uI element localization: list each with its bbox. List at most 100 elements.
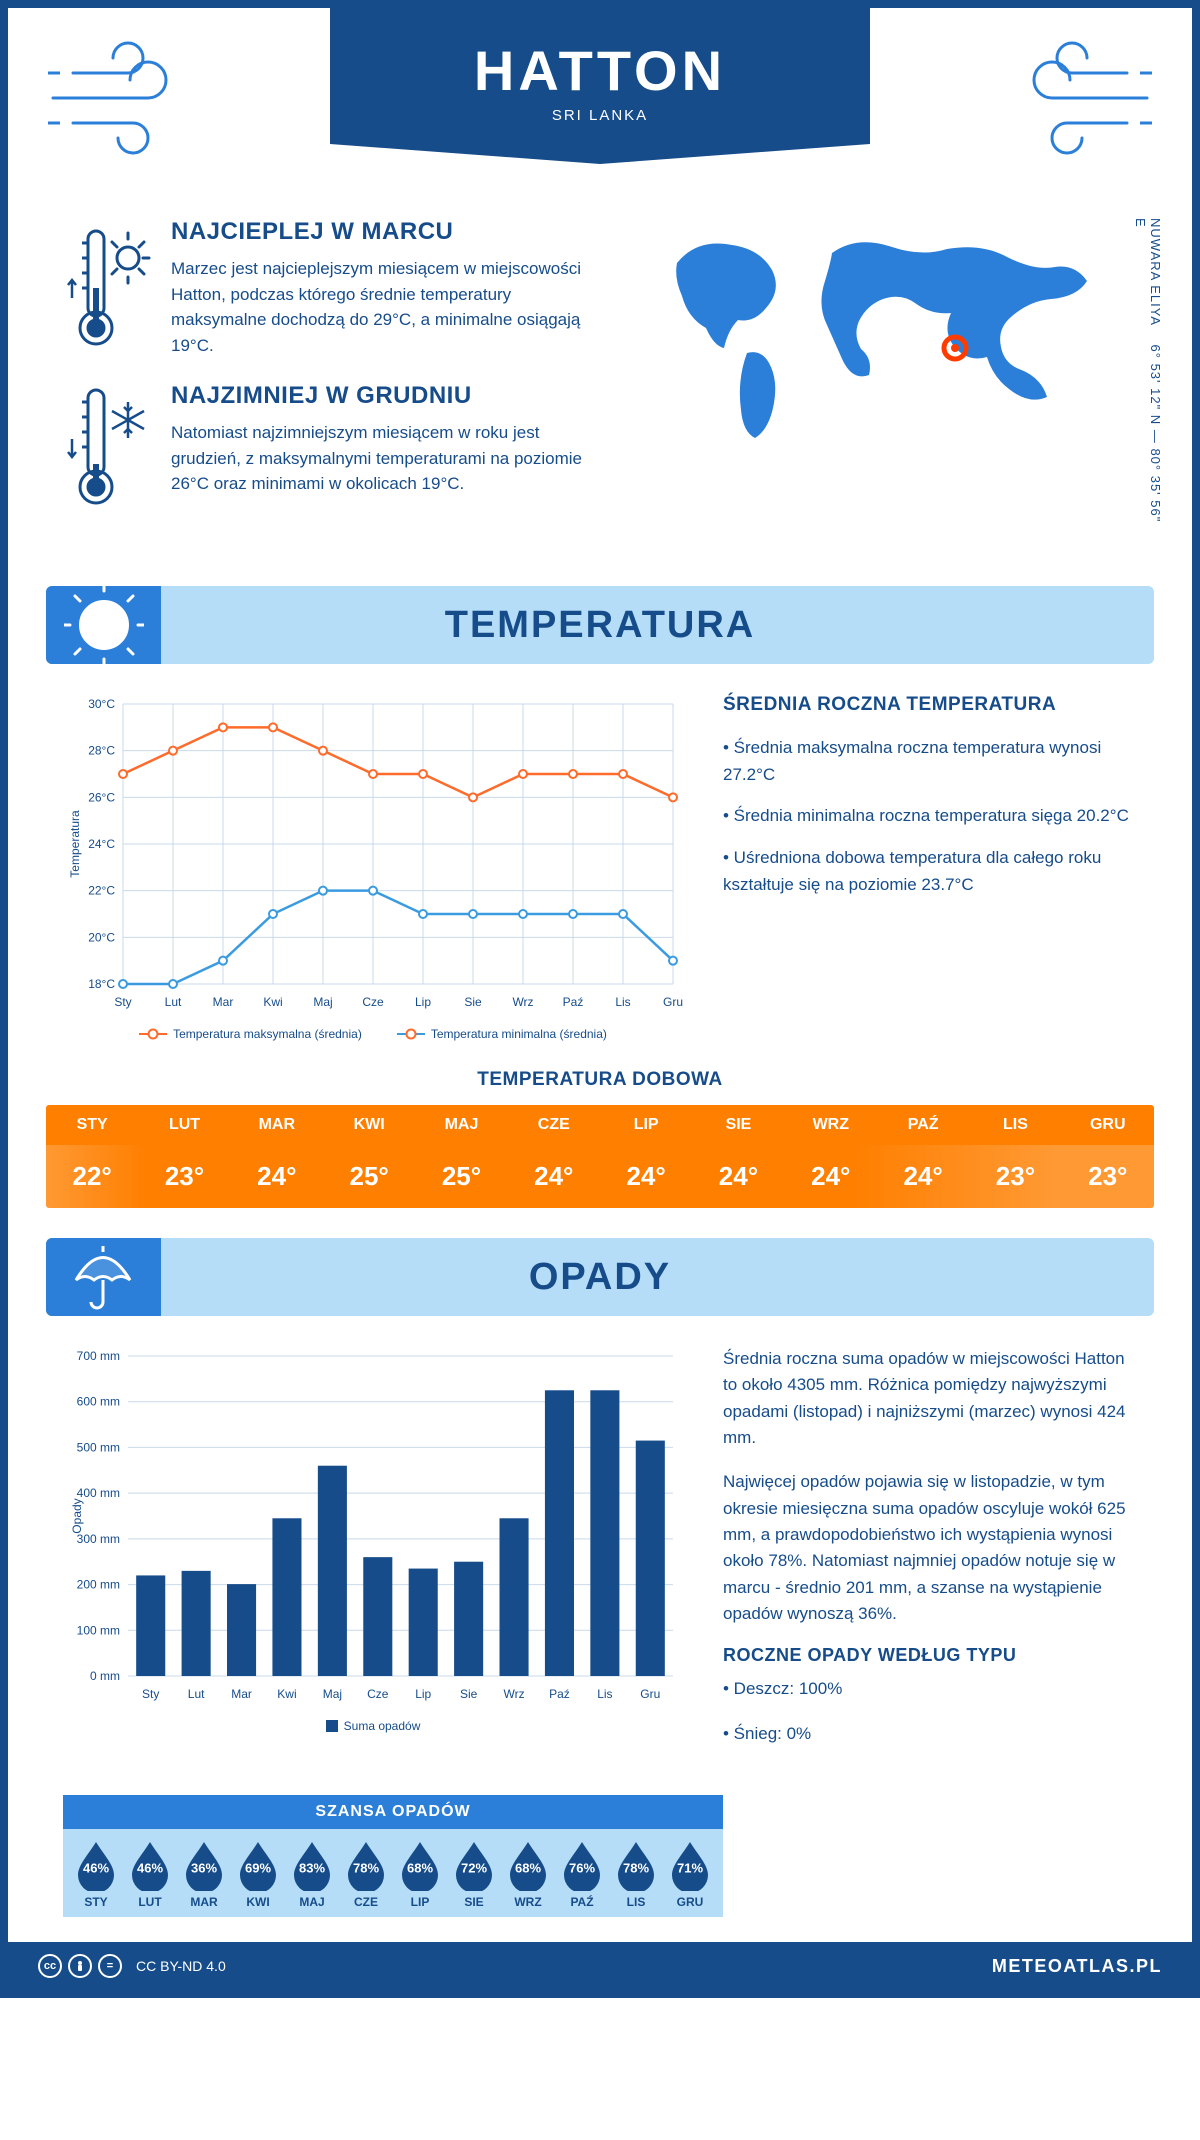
svg-text:Sty: Sty — [142, 1687, 159, 1701]
temperature-row: 18°C20°C22°C24°C26°C28°C30°CStyLutMarKwi… — [8, 664, 1192, 1049]
chance-month: MAJ — [285, 1895, 339, 1909]
precip-chance-panel: SZANSA OPADÓW 46% STY 46% LUT 36% MAR — [63, 1795, 723, 1917]
raindrop-icon: 36% — [182, 1839, 226, 1891]
raindrop-icon: 76% — [560, 1839, 604, 1891]
chance-cell: 71% GRU — [663, 1839, 717, 1909]
precip-rain: • Deszcz: 100% — [723, 1676, 1137, 1702]
table-header: STY — [46, 1105, 138, 1145]
chance-month: LIS — [609, 1895, 663, 1909]
table-header: LIS — [969, 1105, 1061, 1145]
svg-text:Maj: Maj — [323, 1687, 342, 1701]
chance-month: WRZ — [501, 1895, 555, 1909]
chance-value: 78% — [353, 1860, 379, 1875]
precip-type-heading: ROCZNE OPADY WEDŁUG TYPU — [723, 1645, 1137, 1666]
svg-text:700 mm: 700 mm — [77, 1349, 120, 1363]
site-label: METEOATLAS.PL — [992, 1956, 1162, 1977]
table-header: LIP — [600, 1105, 692, 1145]
svg-text:28°C: 28°C — [88, 744, 115, 758]
chance-cell: 69% KWI — [231, 1839, 285, 1909]
coldest-text: Natomiast najzimniejszym miesiącem w rok… — [171, 420, 597, 497]
chance-value: 68% — [515, 1860, 541, 1875]
svg-text:Temperatura: Temperatura — [68, 810, 82, 878]
svg-text:Gru: Gru — [640, 1687, 660, 1701]
temperature-chart: 18°C20°C22°C24°C26°C28°C30°CStyLutMarKwi… — [63, 694, 683, 1041]
thermometer-sun-icon — [63, 218, 153, 358]
chance-value: 78% — [623, 1860, 649, 1875]
svg-text:Lip: Lip — [415, 995, 431, 1009]
annual-temp-b1: • Średnia maksymalna roczna temperatura … — [723, 734, 1137, 788]
svg-text:Lis: Lis — [597, 1687, 612, 1701]
svg-text:Gru: Gru — [663, 995, 683, 1009]
thermometer-snow-icon — [63, 382, 153, 512]
table-cell: 23° — [969, 1145, 1061, 1208]
svg-text:Kwi: Kwi — [263, 995, 282, 1009]
raindrop-icon: 68% — [398, 1839, 442, 1891]
svg-text:200 mm: 200 mm — [77, 1578, 120, 1592]
svg-text:22°C: 22°C — [88, 884, 115, 898]
precip-heading: OPADY — [529, 1256, 671, 1299]
precip-p2: Najwięcej opadów pojawia się w listopadz… — [723, 1469, 1137, 1627]
chance-month: CZE — [339, 1895, 393, 1909]
chance-value: 36% — [191, 1860, 217, 1875]
table-header: WRZ — [785, 1105, 877, 1145]
chance-cell: 78% CZE — [339, 1839, 393, 1909]
table-cell: 24° — [877, 1145, 969, 1208]
daily-temp-heading: TEMPERATURA DOBOWA — [8, 1069, 1192, 1091]
chance-value: 72% — [461, 1860, 487, 1875]
svg-text:100 mm: 100 mm — [77, 1623, 120, 1637]
temperature-heading: TEMPERATURA — [445, 604, 756, 647]
raindrop-icon: 78% — [614, 1839, 658, 1891]
facts-column: NAJCIEPLEJ W MARCU Marzec jest najcieple… — [63, 218, 597, 536]
by-icon — [68, 1954, 92, 1978]
svg-text:400 mm: 400 mm — [77, 1486, 120, 1500]
coldest-title: NAJZIMNIEJ W GRUDNIU — [171, 382, 597, 410]
svg-text:20°C: 20°C — [88, 930, 115, 944]
table-header: MAR — [231, 1105, 323, 1145]
chance-cell: 36% MAR — [177, 1839, 231, 1909]
chance-cell: 83% MAJ — [285, 1839, 339, 1909]
svg-text:Mar: Mar — [213, 995, 234, 1009]
svg-text:Lut: Lut — [188, 1687, 205, 1701]
license-label: CC BY-ND 4.0 — [136, 1958, 226, 1974]
chance-month: LUT — [123, 1895, 177, 1909]
precip-text: Średnia roczna suma opadów w miejscowośc… — [723, 1346, 1137, 1765]
chance-month: GRU — [663, 1895, 717, 1909]
wind-icon — [48, 38, 198, 158]
chance-cell: 68% LIP — [393, 1839, 447, 1909]
raindrop-icon: 71% — [668, 1839, 712, 1891]
raindrop-icon: 46% — [74, 1839, 118, 1891]
chance-value: 83% — [299, 1860, 325, 1875]
footer: cc = CC BY-ND 4.0 METEOATLAS.PL — [8, 1942, 1192, 1990]
svg-text:Lip: Lip — [415, 1687, 431, 1701]
table-header: CZE — [508, 1105, 600, 1145]
chance-cell: 68% WRZ — [501, 1839, 555, 1909]
svg-text:500 mm: 500 mm — [77, 1440, 120, 1454]
svg-text:Lut: Lut — [165, 995, 182, 1009]
coldest-fact: NAJZIMNIEJ W GRUDNIU Natomiast najzimnie… — [63, 382, 597, 512]
coordinates: NUWARA ELIYA 6° 53' 12" N — 80° 35' 56" … — [1133, 218, 1163, 536]
chance-value: 71% — [677, 1860, 703, 1875]
chance-cell: 78% LIS — [609, 1839, 663, 1909]
svg-text:Paź: Paź — [549, 1687, 570, 1701]
page: HATTON SRI LANKA NAJCIEPLEJ W MARCU Marz… — [0, 0, 1200, 1998]
warmest-title: NAJCIEPLEJ W MARCU — [171, 218, 597, 246]
sun-icon — [64, 585, 144, 665]
table-cell: 25° — [415, 1145, 507, 1208]
table-header: GRU — [1062, 1105, 1154, 1145]
table-cell: 24° — [600, 1145, 692, 1208]
chance-month: STY — [69, 1895, 123, 1909]
svg-text:18°C: 18°C — [88, 977, 115, 991]
chance-month: LIP — [393, 1895, 447, 1909]
chance-cell: 46% LUT — [123, 1839, 177, 1909]
title-banner: HATTON SRI LANKA — [330, 8, 870, 144]
chance-month: MAR — [177, 1895, 231, 1909]
table-cell: 22° — [46, 1145, 138, 1208]
table-cell: 23° — [1062, 1145, 1154, 1208]
region-label: NUWARA ELIYA — [1148, 218, 1163, 326]
precip-section-title: OPADY — [46, 1238, 1154, 1316]
umbrella-icon — [64, 1238, 142, 1316]
table-header: KWI — [323, 1105, 415, 1145]
temperature-legend: .legend-line:nth-child(1)::before{border… — [63, 1027, 683, 1041]
svg-text:600 mm: 600 mm — [77, 1395, 120, 1409]
chance-value: 46% — [83, 1860, 109, 1875]
